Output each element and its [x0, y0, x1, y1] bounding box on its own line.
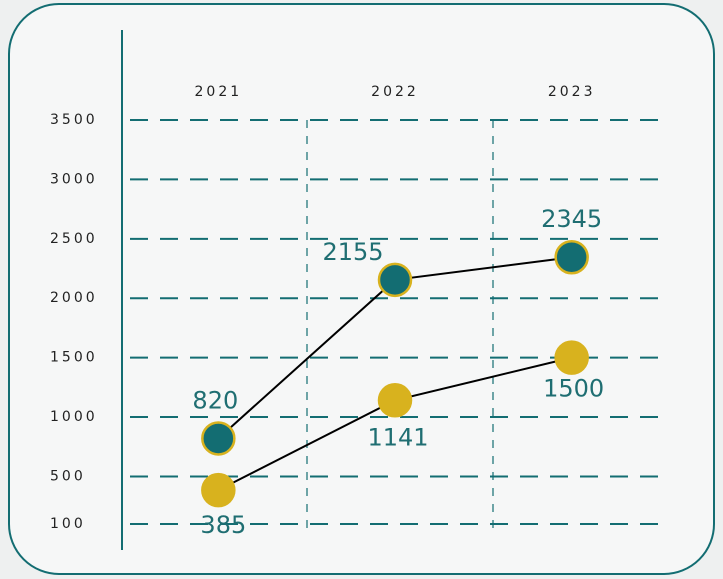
value-label: 1500	[543, 375, 604, 403]
y-tick-label: 3500	[50, 112, 98, 128]
x-tick-label: 2022	[371, 84, 419, 100]
point	[201, 472, 236, 508]
value-label: 1141	[367, 423, 428, 451]
value-label: 2345	[541, 205, 602, 233]
x-tick-label: 2021	[195, 84, 243, 100]
y-tick-label: 1000	[50, 409, 98, 425]
point	[377, 383, 413, 418]
y-tick-label: 100	[50, 516, 86, 532]
value-label: 385	[200, 511, 246, 539]
value-label: 2155	[322, 238, 383, 266]
y-tick-label: 3000	[50, 171, 98, 187]
point	[554, 340, 589, 375]
y-tick-label: 500	[50, 468, 86, 484]
y-tick-label: 2000	[50, 290, 98, 306]
frame	[8, 3, 715, 575]
value-label: 820	[192, 386, 238, 414]
y-tick-label: 2500	[50, 231, 98, 247]
x-tick-label: 2023	[548, 84, 596, 100]
y-tick-label: 1500	[50, 350, 98, 366]
point	[554, 239, 589, 275]
point	[201, 421, 236, 456]
point	[377, 262, 413, 298]
